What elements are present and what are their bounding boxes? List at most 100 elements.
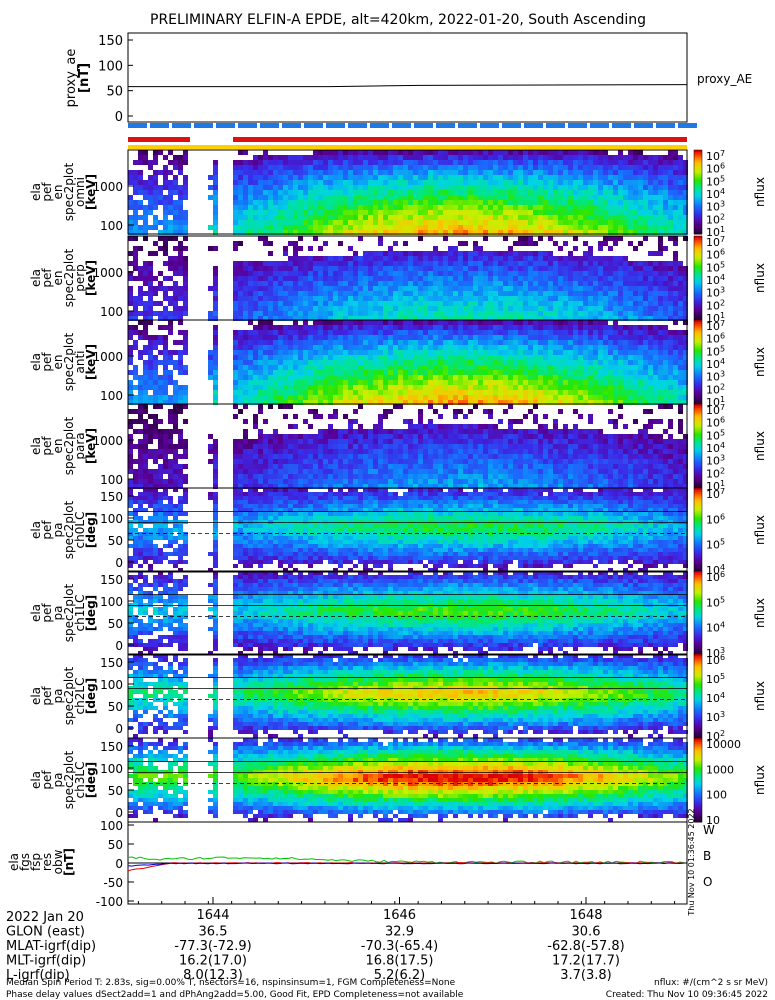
spectrogram-cell — [233, 281, 238, 286]
spectrogram-cell — [588, 330, 593, 335]
spectrogram-cell — [638, 170, 643, 175]
spectrogram-cell — [363, 251, 368, 256]
spectrogram-cell — [603, 241, 608, 246]
spectrogram-cell — [128, 251, 133, 256]
spectrogram-cell — [318, 185, 323, 190]
spectrogram-cell — [573, 200, 578, 205]
spectrogram-cell — [143, 330, 148, 335]
spectrogram-cell — [663, 261, 668, 266]
spectrogram-cell — [373, 306, 378, 311]
spectrogram-cell — [173, 409, 178, 414]
spectrogram-cell — [413, 230, 418, 235]
spectrogram-cell — [483, 271, 488, 276]
spectrogram-cell — [528, 271, 533, 276]
spectrogram-cell — [363, 355, 368, 360]
spectrogram-cell — [458, 150, 463, 155]
spectrogram-cell — [478, 261, 483, 266]
spectrogram-cell — [523, 155, 528, 160]
spectrogram-cell — [473, 350, 478, 355]
spectrogram-cell — [438, 261, 443, 266]
spectrogram-cell — [573, 276, 578, 281]
spectrogram-cell — [273, 220, 278, 225]
spectrogram-cell — [133, 409, 138, 414]
spectrogram-cell — [678, 155, 683, 160]
spectrogram-cell — [608, 330, 613, 335]
spectrogram-cell — [578, 266, 583, 271]
spectrogram-cell — [548, 175, 553, 180]
spectrogram-cell — [178, 165, 183, 170]
spectrogram-cell — [428, 190, 433, 195]
spectrogram-cell — [588, 296, 593, 301]
spectrogram-cell — [258, 311, 263, 316]
spectrogram-cell — [383, 350, 388, 355]
spectrogram-cell — [238, 286, 243, 291]
spectrogram-cell — [258, 175, 263, 180]
spectrogram-cell — [268, 160, 273, 165]
spectrogram-cell — [298, 390, 303, 395]
spectrogram-cell — [368, 155, 373, 160]
spectrogram-cell — [238, 281, 243, 286]
spectrogram-cell — [378, 190, 383, 195]
spectrogram-cell — [328, 155, 333, 160]
spectrogram-cell — [348, 395, 353, 400]
spectrogram-cell — [138, 155, 143, 160]
spectrogram-cell — [438, 385, 443, 390]
spectrogram-cell — [378, 236, 383, 241]
spectrogram-cell — [678, 225, 683, 230]
spectrogram-cell — [648, 175, 653, 180]
spectrogram-cell — [538, 220, 543, 225]
spectrogram-cell — [528, 390, 533, 395]
spectrogram-cell — [403, 165, 408, 170]
spectrogram-cell — [578, 185, 583, 190]
spectrogram-cell — [333, 400, 338, 405]
spectrogram-cell — [583, 205, 588, 210]
spectrogram-cell — [573, 375, 578, 380]
spectrogram-cell — [258, 320, 263, 325]
spectrogram-cell — [463, 400, 468, 405]
spectrogram-cell — [443, 236, 448, 241]
spectrogram-cell — [368, 210, 373, 215]
spectrogram-cell — [488, 365, 493, 370]
spectrogram-cell — [473, 325, 478, 330]
spectrogram-cell — [598, 160, 603, 165]
spectrogram-cell — [448, 395, 453, 400]
spectrogram-cell — [478, 200, 483, 205]
spectrogram-cell — [638, 210, 643, 215]
spectrogram-cell — [283, 345, 288, 350]
spectrogram-cell — [163, 400, 168, 405]
spectrogram-cell — [288, 311, 293, 316]
spectrogram-cell — [263, 380, 268, 385]
spectrogram-cell — [653, 220, 658, 225]
spectrogram-cell — [638, 316, 643, 321]
spectrogram-cell — [298, 291, 303, 296]
spectrogram-cell — [543, 301, 548, 306]
spectrogram-cell — [673, 360, 678, 365]
spectrogram-cell — [578, 340, 583, 345]
spectrogram-cell — [568, 220, 573, 225]
spectrogram-cell — [538, 180, 543, 185]
spectrogram-cell — [283, 335, 288, 340]
spectrogram-cell — [438, 350, 443, 355]
spectrogram-cell — [428, 150, 433, 155]
spectrogram-cell — [248, 390, 253, 395]
spectrogram-cell — [588, 225, 593, 230]
spectrogram-cell — [343, 390, 348, 395]
spectrogram-cell — [163, 434, 168, 439]
spectrogram-cell — [628, 375, 633, 380]
spectrogram-cell — [408, 185, 413, 190]
spectrogram-cell — [488, 160, 493, 165]
spectrogram-cell — [143, 185, 148, 190]
spectrogram-cell — [458, 230, 463, 235]
spectrogram-cell — [253, 395, 258, 400]
spectrogram-cell — [438, 365, 443, 370]
spectrogram-cell — [423, 380, 428, 385]
spectrogram-cell — [163, 479, 168, 484]
spectrogram-cell — [403, 370, 408, 375]
spectrogram-cell — [473, 345, 478, 350]
spectrogram-cell — [318, 340, 323, 345]
spectrogram-cell — [473, 330, 478, 335]
spectrogram-cell — [238, 296, 243, 301]
spectrogram-cell — [233, 246, 238, 251]
spectrogram-cell — [573, 175, 578, 180]
spectrogram-cell — [588, 256, 593, 261]
